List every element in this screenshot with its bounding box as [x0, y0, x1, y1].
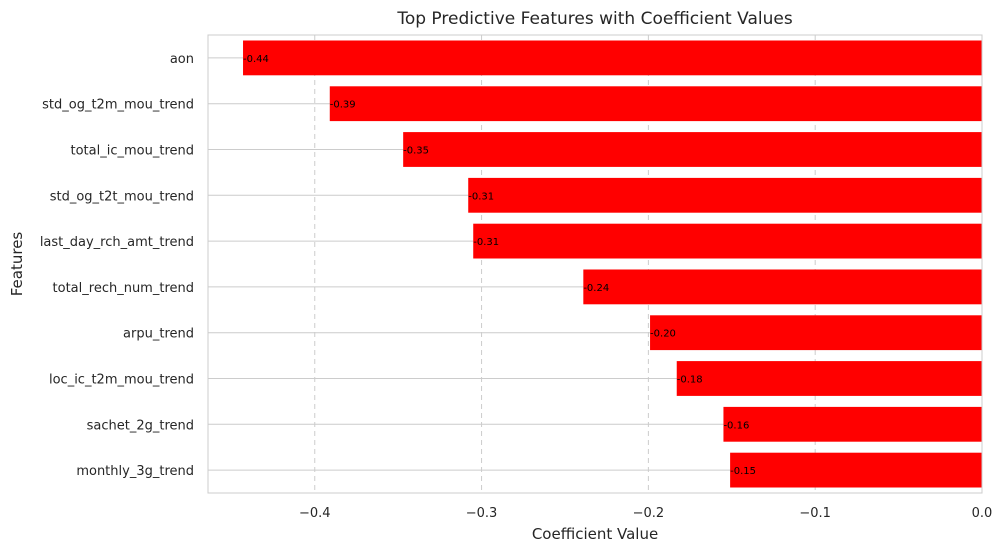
x-tick-label: −0.1	[799, 506, 831, 521]
x-tick-label: −0.2	[633, 506, 665, 521]
data-label: -0.39	[330, 100, 356, 111]
y-tick-label: std_og_t2m_mou_trend	[42, 98, 194, 113]
data-label: -0.20	[650, 329, 676, 340]
bar	[676, 361, 982, 396]
y-tick-label: total_ic_mou_trend	[71, 144, 195, 159]
x-tick-label: 0.0	[972, 506, 993, 521]
chart-title: Top Predictive Features with Coefficient…	[396, 9, 792, 29]
bar	[730, 452, 982, 488]
y-tick-label: arpu_trend	[123, 327, 194, 342]
x-tick-label: −0.3	[466, 506, 498, 521]
y-tick-labels: aon std_og_t2m_mou_trend total_ic_mou_tren…	[40, 52, 194, 479]
data-label: -0.16	[723, 420, 749, 431]
x-tick-label: −0.4	[299, 506, 331, 521]
data-label: -0.31	[473, 237, 499, 248]
bar	[468, 177, 983, 213]
plot-frame	[207, 34, 983, 494]
data-label: -0.24	[583, 283, 609, 294]
y-tick-label: total_rech_num_trend	[53, 281, 194, 296]
y-tick-label: loc_ic_t2m_mou_trend	[49, 373, 194, 388]
data-labels: -0.44 -0.39 -0.35 -0.31 -0.31 -0.24 -0.20 -0.18…	[243, 54, 756, 477]
bar	[243, 40, 983, 76]
x-tick-labels: −0.4 −0.3 −0.2 −0.1 0.0	[299, 506, 992, 521]
bar	[403, 132, 982, 167]
data-label: -0.15	[730, 466, 756, 477]
bar	[650, 315, 982, 351]
data-label: -0.18	[677, 375, 703, 386]
x-axis-label: Coefficient Value	[532, 525, 658, 543]
y-tick-label: sachet_2g_trend	[87, 418, 194, 433]
y-tick-label: last_day_rch_amt_trend	[40, 235, 194, 250]
data-label: -0.35	[403, 146, 429, 157]
data-label: -0.31	[468, 191, 494, 202]
y-tick-label: std_og_t2t_mou_trend	[50, 189, 194, 204]
bars	[243, 40, 983, 488]
bar	[473, 223, 982, 259]
y-tick-label: aon	[170, 52, 194, 67]
bar	[583, 269, 982, 305]
y-tick-label: monthly_3g_trend	[76, 464, 194, 479]
y-axis-label: Features	[8, 232, 26, 297]
data-label: -0.44	[243, 54, 269, 65]
bar	[723, 406, 982, 442]
bar	[329, 86, 982, 122]
